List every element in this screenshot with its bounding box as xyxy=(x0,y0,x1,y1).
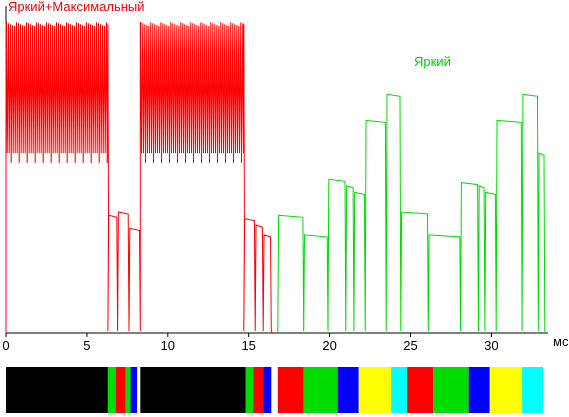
color-strip-block xyxy=(358,367,392,413)
color-strip-block xyxy=(263,367,272,413)
x-tick-label: 20 xyxy=(322,338,336,353)
series-layer xyxy=(5,21,547,334)
color-strip-block xyxy=(407,367,434,413)
color-strip-block xyxy=(303,367,338,413)
x-tick-label: 10 xyxy=(161,338,175,353)
series-line-bright xyxy=(277,93,547,334)
color-strip-block xyxy=(433,367,469,413)
color-strip-block xyxy=(468,367,490,413)
color-strip-block xyxy=(245,367,254,413)
color-strip-block xyxy=(489,367,523,413)
color-strip-block xyxy=(277,367,304,413)
series-line-bright-max xyxy=(5,21,273,334)
x-ticks: 0 5 10 15 20 25 30 xyxy=(2,333,499,353)
color-strip-block xyxy=(6,367,108,413)
series-label-bright-max: Яркий+Максимальный xyxy=(8,0,145,14)
axes: 0 5 10 15 20 25 30 мс xyxy=(2,6,569,353)
x-tick-label: 30 xyxy=(484,338,498,353)
x-axis-label: мс xyxy=(553,334,569,349)
x-tick-label: 25 xyxy=(403,338,417,353)
color-strip-block xyxy=(337,367,359,413)
color-strip-block xyxy=(107,367,116,413)
color-strip-block xyxy=(130,367,138,413)
color-strip-block xyxy=(391,367,408,413)
x-tick-label: 0 xyxy=(2,338,9,353)
x-tick-label: 5 xyxy=(83,338,90,353)
color-strip xyxy=(6,367,544,413)
color-strip-block xyxy=(140,367,246,413)
series-label-bright: Яркий xyxy=(414,54,451,69)
color-strip-block xyxy=(116,367,126,413)
color-strip-block xyxy=(253,367,264,413)
color-strip-block xyxy=(522,367,544,413)
x-tick-label: 15 xyxy=(241,338,255,353)
color-strip-block xyxy=(125,367,131,413)
